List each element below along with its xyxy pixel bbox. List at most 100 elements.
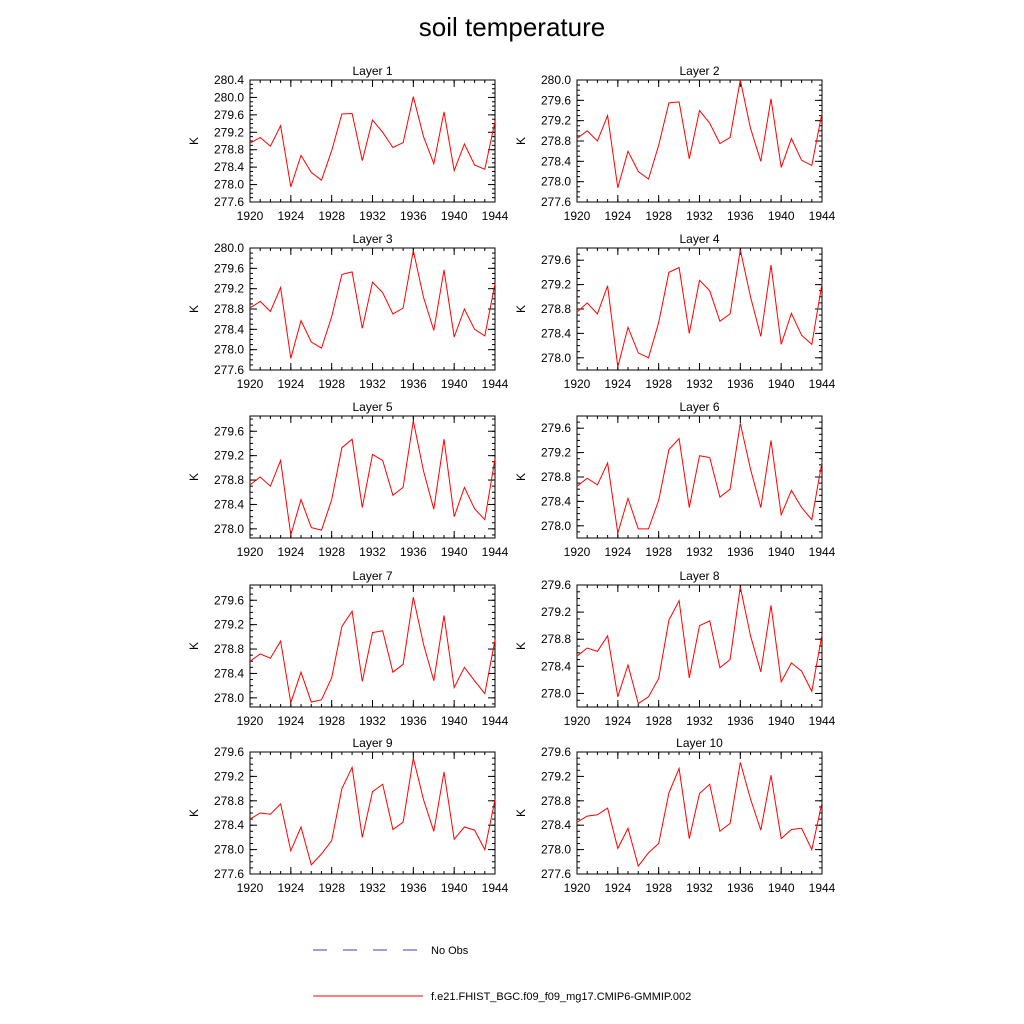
plot-frame bbox=[576, 751, 823, 875]
plot-frame bbox=[576, 584, 823, 708]
y-axis-label: K bbox=[514, 473, 528, 481]
x-tick-label: 1936 bbox=[727, 881, 754, 895]
x-tick-label: 1928 bbox=[645, 545, 672, 559]
y-tick-label: 280.0 bbox=[214, 241, 244, 255]
panel-title: Layer 6 bbox=[679, 400, 719, 414]
y-tick-label: 279.2 bbox=[541, 278, 571, 292]
x-tick-label: 1936 bbox=[400, 377, 427, 391]
y-tick-label: 279.6 bbox=[541, 253, 571, 267]
y-tick-label: 279.2 bbox=[214, 125, 244, 139]
legend-label: f.e21.FHIST_BGC.f09_f09_mg17.CMIP6-GMMIP… bbox=[431, 991, 691, 1003]
plot-frame bbox=[576, 247, 823, 371]
y-tick-label: 278.8 bbox=[541, 302, 571, 316]
y-tick-label: 280.4 bbox=[214, 73, 244, 87]
x-tick-label: 1940 bbox=[768, 881, 795, 895]
y-axis-label: K bbox=[514, 642, 528, 650]
series-line bbox=[249, 420, 496, 536]
y-tick-label: 278.0 bbox=[214, 843, 244, 857]
series-line bbox=[576, 762, 823, 868]
x-tick-label: 1932 bbox=[359, 714, 386, 728]
y-tick-label: 278.0 bbox=[541, 519, 571, 533]
y-axis-label: K bbox=[187, 305, 201, 313]
x-tick-label: 1924 bbox=[277, 377, 304, 391]
plot-frame bbox=[576, 415, 823, 539]
chart-title: soil temperature bbox=[418, 12, 606, 42]
x-tick-label: 1944 bbox=[482, 545, 509, 559]
x-tick-label: 1940 bbox=[768, 209, 795, 223]
x-tick-label: 1936 bbox=[400, 881, 427, 895]
y-tick-label: 278.4 bbox=[214, 818, 244, 832]
x-tick-label: 1936 bbox=[727, 209, 754, 223]
x-tick-label: 1920 bbox=[237, 377, 264, 391]
x-tick-label: 1928 bbox=[318, 545, 345, 559]
y-tick-label: 279.2 bbox=[541, 446, 571, 460]
y-tick-label: 278.0 bbox=[541, 351, 571, 365]
panel-1: Layer 1 K 1920 1924 1928 1932 1936 1940 1944 277.… bbox=[187, 64, 509, 223]
y-axis-label: K bbox=[514, 137, 528, 145]
x-tick-label: 1920 bbox=[564, 714, 591, 728]
x-tick-label: 1924 bbox=[604, 881, 631, 895]
plot-frame bbox=[249, 751, 496, 875]
y-tick-label: 279.6 bbox=[214, 745, 244, 759]
y-tick-label: 278.4 bbox=[214, 666, 244, 680]
x-tick-label: 1928 bbox=[318, 881, 345, 895]
series-line bbox=[249, 250, 496, 359]
y-tick-label: 278.0 bbox=[541, 686, 571, 700]
x-tick-label: 1940 bbox=[441, 545, 468, 559]
x-tick-label: 1940 bbox=[768, 545, 795, 559]
y-axis-label: K bbox=[514, 305, 528, 313]
panel-9: Layer 9 K 1920 1924 1928 1932 1936 1940 1944 277.… bbox=[187, 736, 509, 895]
y-axis-label: K bbox=[187, 642, 201, 650]
panel-2: Layer 2 K 1920 1924 1928 1932 1936 1940 1944 277.… bbox=[514, 64, 836, 223]
y-tick-label: 278.4 bbox=[541, 659, 571, 673]
y-axis-label: K bbox=[187, 473, 201, 481]
x-tick-label: 1920 bbox=[564, 209, 591, 223]
x-tick-label: 1932 bbox=[686, 545, 713, 559]
y-tick-label: 279.2 bbox=[541, 605, 571, 619]
panel-7: Layer 7 K 1920 1924 1928 1932 1936 1940 1944 278.… bbox=[187, 569, 509, 728]
panel-title: Layer 8 bbox=[679, 569, 719, 583]
y-tick-label: 277.6 bbox=[541, 867, 571, 881]
y-tick-label: 278.8 bbox=[541, 632, 571, 646]
y-tick-label: 278.0 bbox=[214, 522, 244, 536]
x-tick-label: 1924 bbox=[277, 881, 304, 895]
y-tick-label: 279.2 bbox=[214, 282, 244, 296]
legend: No Obs f.e21.FHIST_BGC.f09_f09_mg17.CMIP6… bbox=[313, 945, 691, 1003]
x-tick-label: 1944 bbox=[482, 209, 509, 223]
x-tick-label: 1932 bbox=[359, 545, 386, 559]
x-tick-label: 1940 bbox=[441, 209, 468, 223]
y-tick-label: 279.6 bbox=[214, 108, 244, 122]
y-tick-label: 279.2 bbox=[541, 114, 571, 128]
series-line bbox=[576, 423, 823, 534]
panel-title: Layer 1 bbox=[352, 64, 392, 78]
y-tick-label: 278.8 bbox=[214, 473, 244, 487]
panel-10: Layer 10 K 1920 1924 1928 1932 1936 1940 1944 277… bbox=[514, 736, 836, 895]
x-tick-label: 1936 bbox=[400, 714, 427, 728]
y-tick-label: 279.6 bbox=[541, 421, 571, 435]
x-tick-label: 1920 bbox=[564, 545, 591, 559]
x-tick-label: 1924 bbox=[604, 377, 631, 391]
panel-title: Layer 7 bbox=[352, 569, 392, 583]
y-tick-label: 279.2 bbox=[214, 618, 244, 632]
y-tick-label: 278.4 bbox=[541, 494, 571, 508]
series-line bbox=[249, 597, 496, 703]
x-tick-label: 1944 bbox=[809, 209, 836, 223]
y-tick-label: 277.6 bbox=[214, 363, 244, 377]
y-tick-label: 279.6 bbox=[214, 261, 244, 275]
panel-5: Layer 5 K 1920 1924 1928 1932 1936 1940 1944 278.… bbox=[187, 400, 509, 559]
panel-6: Layer 6 K 1920 1924 1928 1932 1936 1940 1944 278.… bbox=[514, 400, 836, 559]
x-tick-label: 1924 bbox=[277, 714, 304, 728]
x-tick-label: 1936 bbox=[400, 545, 427, 559]
y-tick-label: 279.6 bbox=[541, 745, 571, 759]
x-tick-label: 1944 bbox=[809, 714, 836, 728]
y-tick-label: 279.2 bbox=[214, 769, 244, 783]
y-tick-label: 278.8 bbox=[214, 143, 244, 157]
y-axis-label: K bbox=[187, 137, 201, 145]
plot-frame bbox=[249, 415, 496, 539]
y-tick-label: 278.0 bbox=[541, 175, 571, 189]
x-tick-label: 1932 bbox=[686, 881, 713, 895]
plot-frame bbox=[249, 247, 496, 371]
panel-8: Layer 8 K 1920 1924 1928 1932 1936 1940 1944 278.… bbox=[514, 569, 836, 728]
plot-frame bbox=[249, 79, 496, 203]
